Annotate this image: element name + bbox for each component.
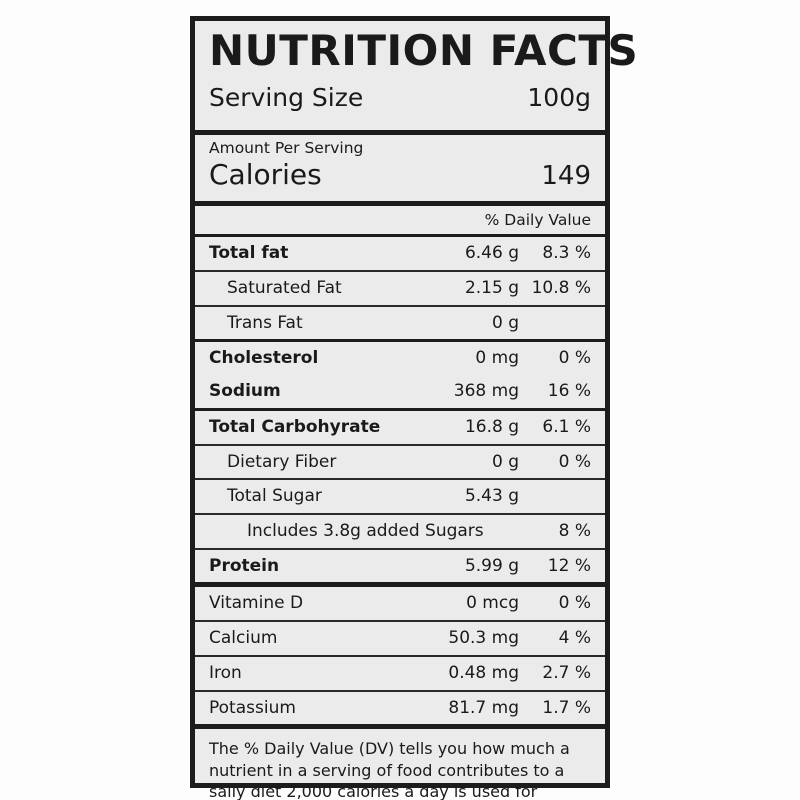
nutrient-name: Potassium <box>209 697 296 718</box>
nutrient-percent: 16 % <box>547 381 591 402</box>
nutrient-amount: 0.48 mg <box>448 662 519 683</box>
table-row-saturated-fat: Saturated Fat 2.15 g 10.8 % <box>195 272 605 307</box>
nutrient-name: Total Carbohyrate <box>209 416 381 437</box>
nutrient-percent: 2.7 % <box>542 662 591 683</box>
nutrient-percent: 0 % <box>558 348 591 369</box>
label-header-block: NUTRITION FACTS Serving Size 100g <box>195 21 639 136</box>
nutrient-percent: 12 % <box>547 555 591 576</box>
nutrient-name: Saturated Fat <box>227 277 342 298</box>
nutrient-amount: 368 mg <box>453 381 519 402</box>
nutrient-name: Cholesterol <box>209 348 319 369</box>
nutrient-amount: 2.15 g <box>464 277 519 298</box>
nutrient-amount: 0 g <box>491 312 519 333</box>
nutrient-percent: 6.1 % <box>542 416 591 437</box>
table-row-total-carbohydrate: Total Carbohyrate 16.8 g 6.1 % <box>195 411 605 446</box>
nutrient-name: Total Sugar <box>227 486 322 507</box>
table-row-calcium: Calcium 50.3 mg 4 % <box>195 622 605 657</box>
nutrient-amount: 5.43 g <box>464 486 519 507</box>
nutrient-amount: 0 g <box>491 451 519 472</box>
calories-row: Calories 149 <box>209 158 591 195</box>
table-row-iron: Iron 0.48 mg 2.7 % <box>195 657 605 692</box>
calories-label: Calories <box>209 158 322 192</box>
calories-block: Amount Per Serving Calories 149 <box>195 135 605 207</box>
footnote-text: The % Daily Value (DV) tells you how muc… <box>209 739 570 800</box>
table-row-potassium: Potassium 81.7 mg 1.7 % <box>195 692 605 730</box>
nutrient-name: Calcium <box>209 628 278 649</box>
calories-value: 149 <box>541 161 591 192</box>
nutrient-percent: 0 % <box>558 451 591 472</box>
nutrient-name: Vitamine D <box>209 593 304 614</box>
table-row-sodium: Sodium 368 mg 16 % <box>195 375 605 411</box>
nutrient-amount: 0 mg <box>475 348 519 369</box>
nutrient-name: Dietary Fiber <box>227 451 337 472</box>
page-title: NUTRITION FACTS <box>209 26 639 75</box>
nutrient-amount: 16.8 g <box>464 416 519 437</box>
table-row-added-sugars: Includes 3.8g added Sugars 8 % <box>195 515 605 550</box>
nutrient-amount: 0 mcg <box>466 593 519 614</box>
amount-per-serving-label: Amount Per Serving <box>209 139 364 158</box>
nutrient-amount: 50.3 mg <box>448 628 519 649</box>
table-row-total-sugar: Total Sugar 5.43 g <box>195 480 605 515</box>
nutrient-name: Protein <box>209 555 280 576</box>
table-row-dietary-fiber: Dietary Fiber 0 g 0 % <box>195 446 605 481</box>
nutrient-percent: 10.8 % <box>531 277 591 298</box>
daily-value-footnote: The % Daily Value (DV) tells you how muc… <box>195 729 605 800</box>
daily-value-header: % Daily Value <box>195 206 605 238</box>
serving-size-value: 100g <box>527 83 591 113</box>
serving-size-label: Serving Size <box>209 83 364 113</box>
nutrient-name: Sodium <box>209 381 281 402</box>
nutrient-name: Includes 3.8g added Sugars <box>247 520 484 541</box>
table-row-cholesterol: Cholesterol 0 mg 0 % <box>195 342 605 375</box>
nutrient-name: Trans Fat <box>227 312 303 333</box>
table-row-protein: Protein 5.99 g 12 % <box>195 550 605 588</box>
table-row-trans-fat: Trans Fat 0 g <box>195 307 605 343</box>
nutrition-facts-label: NUTRITION FACTS Serving Size 100g Amount… <box>190 16 639 800</box>
nutrient-amount: 5.99 g <box>464 555 519 576</box>
label-inner: NUTRITION FACTS Serving Size 100g Amount… <box>195 21 639 800</box>
nutrient-name: Total fat <box>209 243 289 264</box>
nutrient-amount: 81.7 mg <box>448 697 519 718</box>
nutrient-percent: 1.7 % <box>542 697 591 718</box>
nutrient-name: Iron <box>209 662 242 683</box>
nutrient-percent: 4 % <box>558 628 591 649</box>
table-row-total-fat: Total fat 6.46 g 8.3 % <box>195 237 605 272</box>
nutrient-amount: 6.46 g <box>464 243 519 264</box>
nutrient-percent: 8.3 % <box>542 243 591 264</box>
nutrient-percent: 8 % <box>558 520 591 541</box>
nutrient-percent: 0 % <box>558 593 591 614</box>
table-row-vitamin-d: Vitamine D 0 mcg 0 % <box>195 587 605 623</box>
daily-value-header-label: % Daily Value <box>484 211 591 230</box>
serving-size-row: Serving Size 100g <box>209 83 591 122</box>
